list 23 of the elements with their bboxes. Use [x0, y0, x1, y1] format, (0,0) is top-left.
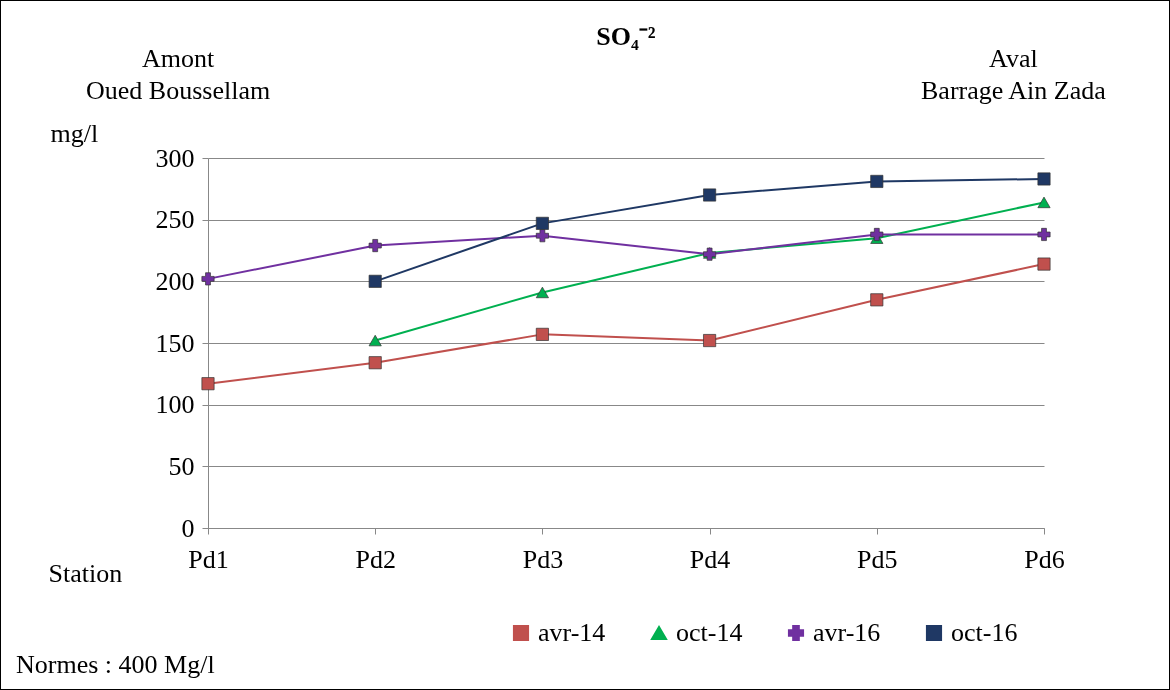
x-tick-label: Pd2	[355, 544, 396, 574]
y-axis-title: mg/l	[50, 118, 99, 148]
chart-title: SO₄⁻²	[596, 22, 656, 51]
x-axis-title: Station	[48, 558, 123, 588]
legend-label: oct-14	[676, 618, 743, 647]
x-tick-label: Pd5	[857, 544, 898, 574]
y-tick-label: 200	[155, 266, 195, 296]
y-tick-label: 100	[155, 390, 195, 420]
text: Normes : 400 Mg/l	[16, 649, 215, 681]
x-tick-label: Pd1	[188, 544, 229, 574]
y-tick-label: 150	[155, 328, 195, 358]
y-tick-label: 50	[168, 451, 195, 481]
text: Aval Barrage Ain Zada	[921, 43, 1106, 107]
x-tick-label: Pd3	[522, 544, 564, 574]
x-tick-label: Pd4	[689, 544, 731, 574]
legend-label: avr-16	[813, 618, 881, 647]
y-tick-label: 300	[155, 143, 195, 173]
x-tick-label: Pd6	[1024, 544, 1065, 574]
legend-label: avr-14	[538, 618, 606, 647]
legend-label: oct-16	[951, 618, 1018, 647]
text: Amont Oued Boussellam	[86, 43, 271, 107]
y-tick-label: 250	[155, 205, 195, 235]
y-tick-label: 0	[181, 513, 195, 543]
